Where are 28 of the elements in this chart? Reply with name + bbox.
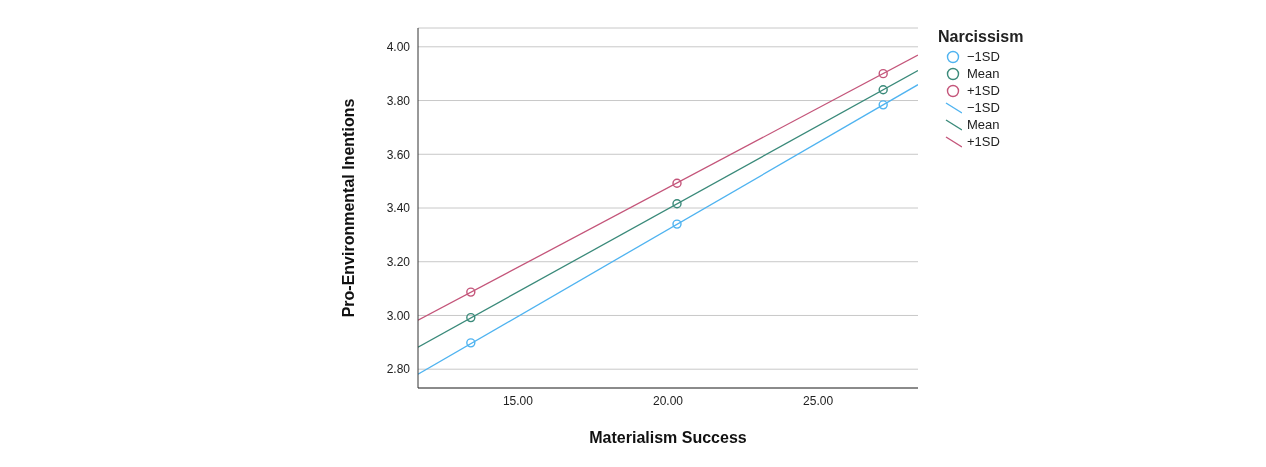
point [878, 68, 888, 79]
legend-title: Narcissism [938, 28, 1024, 46]
point [672, 178, 682, 188]
y-tick-label: 3.20 [386, 254, 411, 269]
legend-label: Mean [967, 66, 1000, 81]
y-tick-label: 3.60 [386, 147, 411, 162]
y-tick-label: 2.80 [386, 362, 411, 377]
x-axis-title: Materialism Success [589, 429, 747, 446]
point [878, 100, 888, 110]
y-tick-label: 3.00 [386, 308, 411, 323]
y-tick-label: 3.40 [386, 201, 411, 216]
legend-label: −1SD [967, 49, 1000, 64]
legend-label: +1SD [967, 83, 1000, 98]
y-tick-label: 3.80 [386, 93, 411, 108]
x-tick-label: 15.00 [502, 393, 534, 408]
point [878, 85, 888, 95]
point [672, 199, 682, 209]
point [466, 338, 476, 348]
legend-label: +1SD [967, 134, 1000, 149]
y-tick-label: 4.00 [386, 40, 411, 55]
point [466, 287, 476, 297]
legend-label: Mean [967, 117, 1000, 132]
y-axis-title: Pro-Environmental Inentions [339, 98, 357, 318]
point [466, 312, 476, 323]
point [672, 219, 682, 229]
legend-label: −1SD [967, 100, 1000, 115]
x-tick-label: 20.00 [652, 393, 684, 408]
x-tick-label: 25.00 [803, 393, 834, 408]
